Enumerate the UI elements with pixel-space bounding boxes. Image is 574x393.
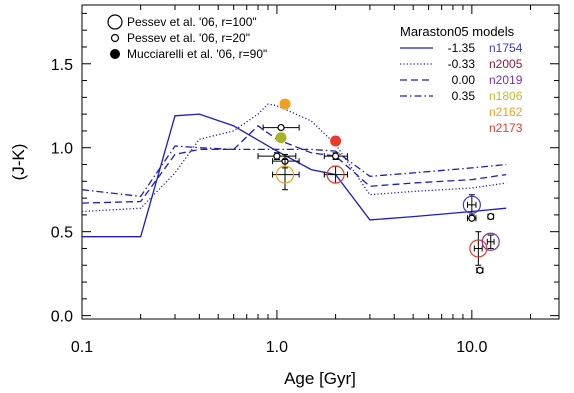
legend-symbol-label: Pessev et al. '06, r=100" (127, 15, 257, 29)
y-tick-label: 1.0 (51, 141, 73, 158)
x-tick-label: 0.1 (71, 339, 93, 356)
model-legend: Maraston05 models -1.35 -0.33 0.00 0.35 n175… (400, 24, 523, 135)
data-point-large-open (481, 232, 500, 251)
data-point-small-open (273, 152, 281, 160)
model-lines-group (81, 103, 507, 238)
model-line-dashdot (81, 145, 507, 198)
legend-cluster-label: n2173 (489, 121, 523, 135)
data-point-small-open (277, 123, 285, 132)
legend-symbol-label: Pessev et al. '06, r=20" (127, 31, 250, 45)
legend-line-label: -0.33 (448, 57, 476, 71)
legend-line-label: 0.35 (452, 89, 476, 103)
data-point-small-open (468, 214, 476, 222)
data-point-filled (330, 135, 342, 147)
legend-cluster-label: n1754 (489, 41, 523, 55)
data-point-large-open (326, 165, 345, 184)
data-point-large-open (275, 165, 295, 184)
legend-symbol-small-open (110, 33, 120, 43)
data-point-large-open (462, 195, 481, 214)
tick-labels-group: 0.1 1.0 10.0 0.0 0.5 1.0 1.5 (51, 57, 488, 356)
x-tick-label: 1.0 (266, 339, 288, 356)
legend-symbol-large-open (107, 14, 123, 30)
legend-line-label: 0.00 (452, 73, 476, 87)
plot-frame (81, 4, 560, 320)
legend-symbol-label: Mucciarelli et al. '06, r=90" (127, 47, 267, 61)
ticks-group (81, 5, 559, 319)
y-tick-label: 0.0 (51, 309, 73, 326)
y-axis-label: (J-K) (9, 144, 28, 181)
data-point-small-open (476, 266, 484, 274)
model-line-dashed (81, 125, 507, 204)
data-point-small-open (331, 152, 340, 160)
legend-cluster-label: n1806 (489, 89, 523, 103)
legend-line-label: -1.35 (448, 41, 476, 55)
legend-cluster-label: n2162 (489, 105, 523, 119)
legend-cluster-label: n2019 (489, 73, 523, 87)
data-point-filled (279, 98, 291, 110)
data-point-large-open (469, 239, 488, 258)
data-point-small-open (487, 212, 495, 221)
legend-symbol-filled (110, 49, 120, 59)
x-axis-label: Age [Gyr] (284, 369, 356, 388)
y-tick-label: 0.5 (51, 225, 73, 242)
model-line-solid (82, 113, 507, 238)
y-tick-label: 1.5 (51, 57, 73, 74)
legend-cluster-label: n2005 (489, 57, 523, 71)
x-tick-label: 10.0 (456, 339, 487, 356)
models-legend-title: Maraston05 models (400, 24, 515, 39)
symbol-legend: Pessev et al. '06, r=100" Pessev et al. '… (107, 14, 267, 61)
points-group (257, 98, 500, 274)
data-point-filled (275, 132, 287, 144)
